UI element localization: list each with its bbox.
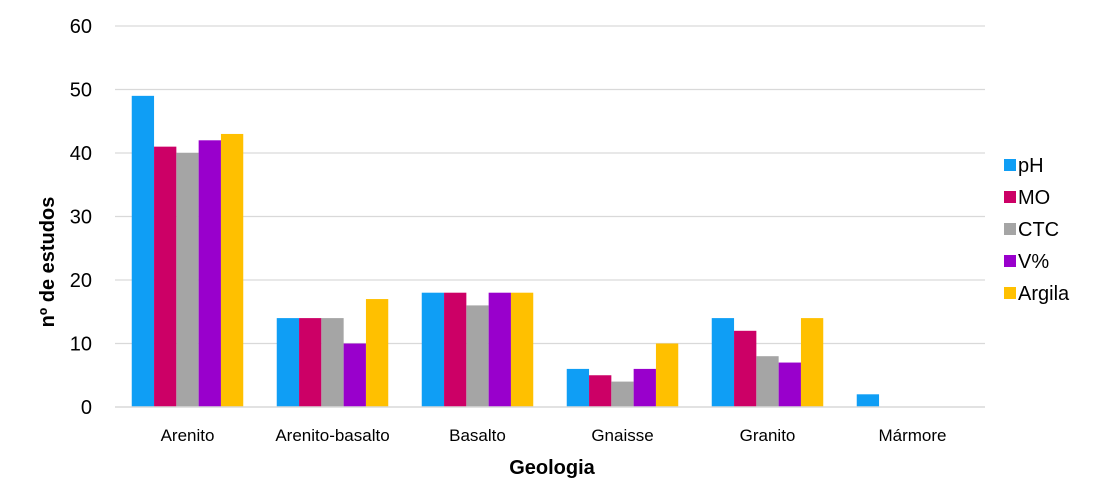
y-axis-title: nº de estudos <box>37 197 59 328</box>
bar-argila-2 <box>510 292 534 407</box>
x-tick-label: Arenito <box>161 426 215 445</box>
bar-mo-1 <box>299 318 322 407</box>
x-tick-label: Granito <box>740 426 796 445</box>
legend-label: CTC <box>1018 219 1059 241</box>
legend-label: pH <box>1018 155 1044 177</box>
legend-label: V% <box>1018 251 1049 273</box>
bar-ctc-3 <box>611 381 634 407</box>
bar-mo-3 <box>589 375 612 407</box>
bar-ph-3 <box>566 368 590 407</box>
x-tick-label: Mármore <box>878 426 946 445</box>
legend-swatch <box>1004 159 1016 171</box>
gridlines <box>115 25 985 345</box>
x-tick-label: Gnaisse <box>591 426 653 445</box>
bar-mo-0 <box>154 146 177 407</box>
x-tick-label: Basalto <box>449 426 506 445</box>
legend-swatch <box>1004 287 1016 299</box>
bar-v-1 <box>343 343 366 407</box>
y-tick-label: 60 <box>70 16 92 38</box>
y-axis-ticks: 0 10 20 30 40 50 60 <box>70 16 92 419</box>
bar-argila-3 <box>655 343 679 407</box>
bar-v-3 <box>633 368 656 407</box>
x-axis-ticks: Arenito Arenito-basalto Basalto Gnaisse Gran… <box>161 426 947 445</box>
bar-ph-2 <box>421 292 445 407</box>
bar-ctc-2 <box>466 305 489 407</box>
y-tick-label: 30 <box>70 207 92 229</box>
bar-ctc-4 <box>756 356 779 407</box>
bar-argila-4 <box>800 318 824 407</box>
y-tick-label: 10 <box>70 334 92 356</box>
bar-v-0 <box>198 140 221 408</box>
bar-ph-4 <box>711 318 735 407</box>
legend-label: Argila <box>1018 283 1070 305</box>
x-tick-label: Arenito-basalto <box>275 426 389 445</box>
bar-v-4 <box>778 362 801 407</box>
y-tick-label: 50 <box>70 80 92 102</box>
legend-label: MO <box>1018 187 1050 209</box>
legend-swatch <box>1004 223 1016 235</box>
y-tick-label: 40 <box>70 143 92 165</box>
bar-ph-1 <box>276 318 300 407</box>
legend-swatch <box>1004 255 1016 267</box>
bar-argila-0 <box>220 133 244 407</box>
bar-argila-1 <box>365 299 389 407</box>
bar-ctc-1 <box>321 318 344 407</box>
bar-ph-5 <box>856 394 880 407</box>
legend-swatch <box>1004 191 1016 203</box>
bar-ph-0 <box>131 95 155 407</box>
bars <box>131 95 880 408</box>
bar-mo-4 <box>734 330 757 407</box>
legend: pH MO CTC V% Argila <box>1004 155 1070 305</box>
y-tick-label: 20 <box>70 270 92 292</box>
bar-mo-2 <box>444 292 467 407</box>
bar-ctc-0 <box>176 153 199 407</box>
bar-v-2 <box>488 292 511 407</box>
x-axis-title: Geologia <box>509 457 595 479</box>
y-tick-label: 0 <box>81 397 92 419</box>
